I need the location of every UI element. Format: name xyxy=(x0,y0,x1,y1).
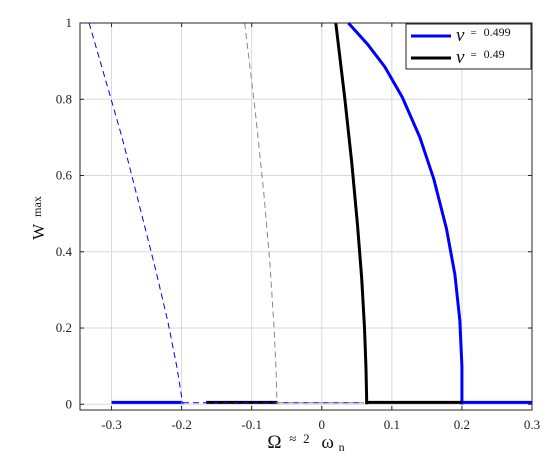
tick-labels: -0.3 -0.2 -0.1 0 0.1 0.2 0.3 0 0.2 0.4 0.6 0.8 1 xyxy=(56,15,540,432)
y-tick-label: 1 xyxy=(66,15,73,30)
x-tick-label: 0.3 xyxy=(524,417,540,432)
x-tick-label: -0.2 xyxy=(171,417,192,432)
x-axis-label-two: 2 xyxy=(303,431,310,446)
y-tick-label: 0.8 xyxy=(56,91,72,106)
y-axis-label-main: W xyxy=(29,223,48,240)
legend-equals-1: = xyxy=(470,49,476,61)
y-axis-label-sub: max xyxy=(30,196,44,217)
x-axis-label-main: Ω xyxy=(267,432,281,453)
data-series xyxy=(88,21,532,405)
series-1-segment xyxy=(334,22,369,405)
legend-entry-series-1: ν = 0.49 xyxy=(456,45,505,68)
x-axis-label-omega: ω xyxy=(321,432,334,453)
series-0-segment xyxy=(347,21,464,405)
plot-frame xyxy=(79,22,533,411)
y-axis-label: W max xyxy=(29,196,48,240)
dashed-branch-2-segment xyxy=(88,22,184,405)
x-tick-label: 0.2 xyxy=(454,417,470,432)
y-tick-label: 0.2 xyxy=(56,320,72,335)
legend-box xyxy=(405,23,532,70)
plot-background xyxy=(80,23,532,410)
x-tick-label: 0 xyxy=(319,417,326,432)
legend-value-1: 0.49 xyxy=(484,47,505,61)
dashed-branch-3-segment xyxy=(244,22,278,405)
legend-value-0: 0.499 xyxy=(484,25,511,39)
x-tick-label: -0.3 xyxy=(101,417,122,432)
legend-equals-0: = xyxy=(470,27,476,39)
y-tick-label: 0.4 xyxy=(56,244,73,259)
y-tick-label: 0.6 xyxy=(56,168,73,183)
legend-entry-series-0: ν = 0.499 xyxy=(456,23,511,46)
legend-nu-symbol-1: ν xyxy=(456,47,465,68)
x-tick-label: 0.1 xyxy=(384,417,400,432)
x-axis-label: Ω ≈ 2 ω n xyxy=(267,427,344,454)
x-axis-label-sub: n xyxy=(339,440,345,454)
legend-nu-symbol-0: ν xyxy=(456,25,465,46)
x-axis-label-approx: ≈ xyxy=(289,431,296,446)
x-tick-label: -0.1 xyxy=(241,417,262,432)
axis-ticks xyxy=(80,22,533,410)
y-tick-label: 0 xyxy=(66,396,73,411)
legend: ν = 0.499 ν = 0.49 xyxy=(405,23,532,70)
